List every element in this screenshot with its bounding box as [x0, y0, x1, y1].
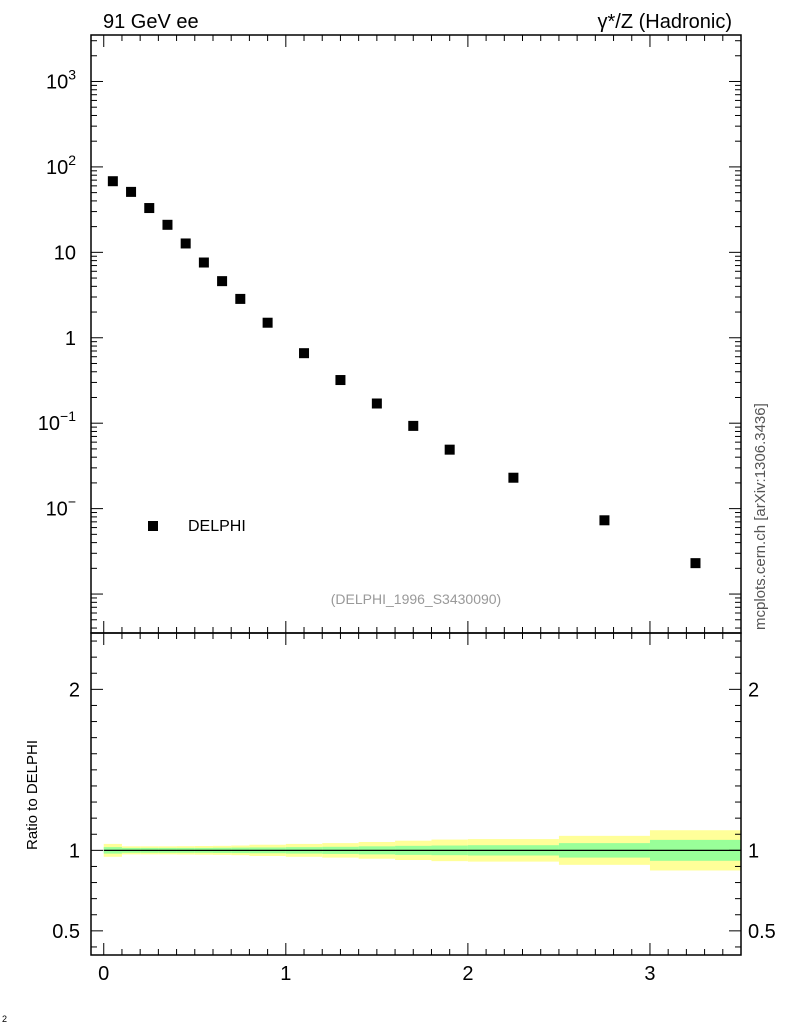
x-tick-label: 2 [462, 963, 473, 985]
data-point [262, 317, 273, 328]
y-tick-label: 103 [46, 66, 76, 93]
ratio-y-tick-label: 0.5 [52, 921, 80, 943]
ratio-plot-frame [90, 632, 742, 956]
side-label: mcplots.cern.ch [arXiv:1306.3436] [752, 403, 769, 630]
data-point [126, 186, 137, 197]
main-plot-frame [90, 34, 742, 634]
data-point [371, 398, 382, 409]
analysis-id: (DELPHI_1996_S3430090) [331, 591, 501, 607]
x-tick-label: 0 [98, 963, 109, 985]
y-tick-label: 102 [46, 152, 76, 179]
data-point [599, 515, 610, 526]
x-tick-label: 3 [644, 963, 655, 985]
data-point [335, 375, 346, 386]
ratio-y-tick-label-right: 2 [748, 679, 759, 701]
data-point [180, 238, 191, 249]
ratio-y-tick-label-right: 0.5 [748, 921, 776, 943]
legend-label: DELPHI [188, 518, 246, 535]
y-tick-label: 10− [46, 494, 76, 521]
data-point [508, 472, 519, 483]
header-left: 91 GeV ee [103, 11, 199, 33]
y-tick-label: 10−1 [38, 408, 76, 435]
data-point [690, 558, 701, 569]
data-point [198, 257, 209, 268]
ratio-y-tick-label: 2 [69, 679, 80, 701]
ratio-y-tick-label: 1 [69, 840, 80, 862]
y-tick-label: 1 [65, 328, 76, 350]
header-right: γ*/Z (Hadronic) [598, 11, 732, 33]
data-point [235, 293, 246, 304]
data-point [408, 420, 419, 431]
data-point [144, 203, 155, 214]
y-tick-label: 10 [54, 242, 76, 264]
data-point [107, 176, 118, 187]
ratio-ylabel: Ratio to DELPHI [24, 740, 41, 850]
legend-marker [148, 521, 158, 531]
ratio-bands [103, 830, 741, 871]
data-point [217, 276, 228, 287]
x-tick-label: 1 [280, 963, 291, 985]
corner-mark: 2 [2, 1014, 7, 1024]
data-point [299, 348, 310, 359]
ratio-y-tick-label-right: 1 [748, 840, 759, 862]
data-point [162, 219, 173, 230]
data-markers [107, 176, 701, 569]
data-point [444, 444, 455, 455]
